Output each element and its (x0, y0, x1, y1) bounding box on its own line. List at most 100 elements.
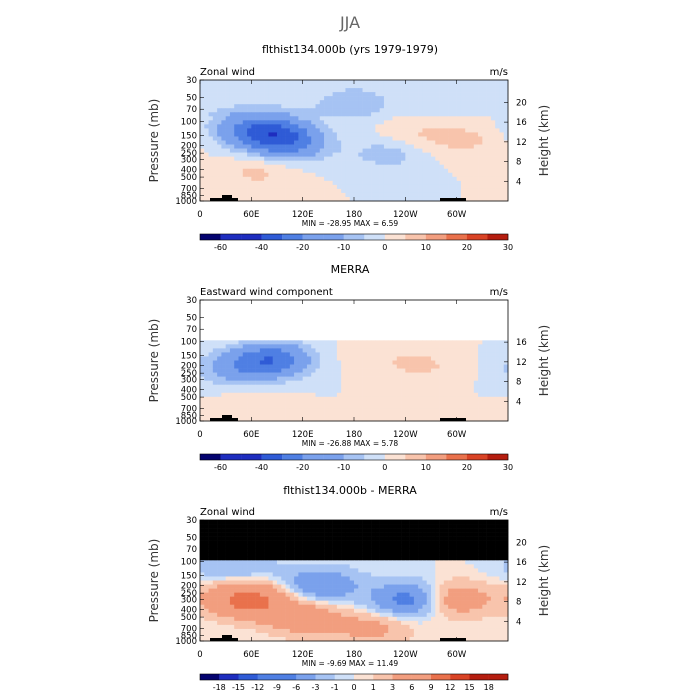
field-cell (486, 308, 492, 313)
field-cell (238, 124, 244, 129)
field-cell (298, 388, 303, 394)
field-cell (469, 408, 475, 414)
field-cell (200, 536, 205, 541)
field-cell (503, 396, 509, 402)
field-cell (328, 544, 333, 549)
field-cell (200, 160, 205, 165)
field-cell (289, 160, 295, 165)
field-cell (285, 408, 291, 414)
field-cell (418, 84, 423, 89)
field-cell (242, 528, 248, 533)
field-cell (208, 396, 214, 402)
field-cell (315, 88, 321, 93)
field-cell (439, 168, 445, 174)
field-cell (354, 332, 359, 337)
field-cell (413, 416, 419, 422)
field-cell (405, 124, 410, 129)
field-cell (401, 104, 406, 109)
field-cell (448, 520, 453, 525)
field-cell (255, 532, 261, 537)
field-cell (375, 188, 380, 194)
field-cell (234, 136, 239, 141)
field-cell (324, 196, 329, 202)
field-cell (324, 148, 329, 153)
field-cell (482, 356, 487, 361)
field-cell (306, 124, 312, 129)
field-cell (285, 96, 291, 101)
field-cell (229, 412, 235, 418)
field-cell (204, 520, 209, 525)
field-cell (478, 172, 483, 178)
field-cell (272, 132, 278, 137)
field-cell (383, 520, 389, 525)
field-cell (413, 140, 419, 145)
field-cell (212, 380, 218, 385)
field-cell (486, 160, 492, 165)
field-cell (332, 180, 338, 186)
field-cell (401, 344, 406, 349)
field-cell (281, 324, 286, 329)
field-cell (473, 312, 479, 317)
field-cell (247, 324, 252, 329)
field-cell (251, 328, 256, 333)
field-cell (298, 120, 303, 125)
field-cell (302, 96, 308, 101)
field-cell (294, 376, 299, 381)
field-cell (281, 300, 286, 305)
field-cell (272, 168, 278, 174)
field-cell (247, 408, 252, 414)
field-cell (495, 308, 500, 313)
field-cell (302, 116, 308, 121)
field-cell (217, 116, 222, 121)
field-cell (324, 396, 329, 402)
field-cell (268, 324, 274, 329)
field-cell (319, 328, 325, 333)
field-cell (212, 372, 218, 377)
field-cell (277, 160, 282, 165)
field-cell (302, 176, 308, 182)
field-cell (341, 136, 346, 141)
field-cell (281, 172, 286, 178)
field-cell (242, 88, 248, 93)
field-cell (465, 92, 470, 97)
field-cell (328, 144, 333, 149)
field-cell (255, 168, 261, 174)
field-cell (435, 312, 440, 317)
field-cell (229, 404, 235, 410)
field-cell (375, 324, 380, 329)
field-cell (289, 332, 295, 337)
field-cell (490, 124, 496, 129)
field-cell (375, 312, 380, 317)
field-cell (486, 300, 492, 305)
field-cell (452, 168, 457, 174)
field-cell (281, 388, 286, 394)
field-cell (388, 184, 393, 190)
field-cell (306, 192, 312, 198)
field-cell (238, 152, 244, 157)
field-cell (200, 312, 205, 317)
field-cell (469, 180, 475, 186)
field-cell (328, 128, 333, 133)
field-cell (422, 344, 428, 349)
field-cell (251, 360, 256, 365)
field-cell (324, 180, 329, 186)
field-cell (302, 128, 308, 133)
field-cell (212, 148, 218, 153)
field-cell (366, 100, 372, 105)
field-cell (272, 388, 278, 394)
field-cell (272, 112, 278, 117)
field-cell (478, 356, 483, 361)
field-cell (383, 352, 389, 357)
field-cell (229, 320, 235, 325)
field-cell (388, 156, 393, 161)
field-cell (354, 376, 359, 381)
field-cell (431, 120, 436, 125)
field-cell (251, 132, 256, 137)
field-cell (324, 332, 329, 337)
field-cell (392, 128, 398, 133)
field-cell (328, 196, 333, 202)
field-cell (478, 192, 483, 198)
field-cell (396, 360, 402, 365)
field-cell (204, 320, 209, 325)
field-cell (418, 100, 423, 105)
